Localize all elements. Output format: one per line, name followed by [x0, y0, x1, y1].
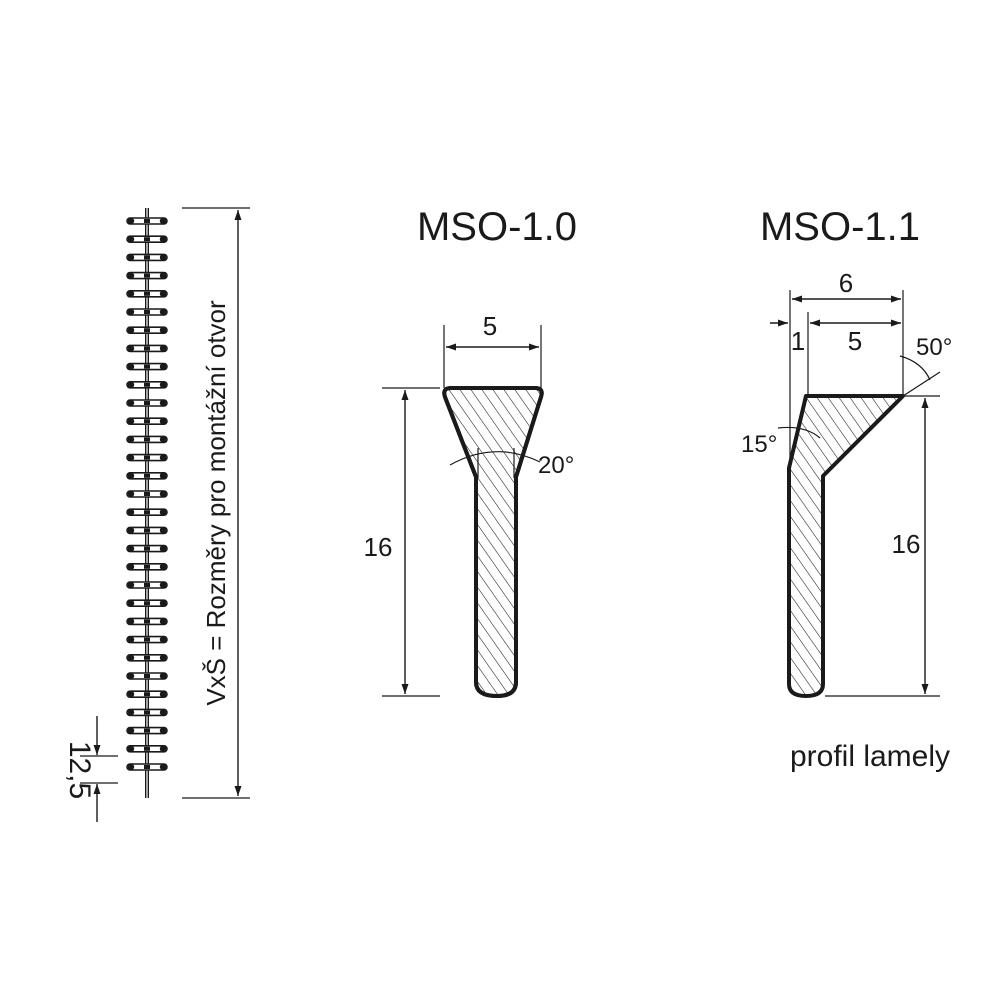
- louver-blade: [126, 271, 168, 280]
- pitch-label: 12,5: [63, 741, 96, 799]
- louver-blade: [126, 544, 168, 553]
- louver-blades: [126, 217, 168, 771]
- louver-blade: [126, 581, 168, 589]
- profile-title: MSO-1.1: [760, 205, 920, 249]
- side-angle-arc: [777, 426, 821, 439]
- louver-blade: [126, 417, 168, 426]
- louver-blade: [126, 708, 168, 717]
- louver-blade: [126, 599, 168, 608]
- profile-mso-1-1: MSO-1.1 6 1 5 50° 15° 16 profil lamely: [741, 205, 952, 773]
- top-angle-arc: [899, 355, 931, 381]
- louver-blade: [126, 326, 168, 335]
- louver-blade: [126, 399, 168, 407]
- height-label: 16: [364, 532, 393, 562]
- louver-blade: [126, 289, 168, 298]
- louver-blade: [126, 635, 168, 644]
- total-width-label: 6: [839, 268, 853, 298]
- louver-blade: [126, 508, 168, 517]
- width-label: 5: [848, 326, 862, 356]
- offset-label: 1: [791, 326, 805, 356]
- profile-title: MSO-1.0: [417, 205, 577, 249]
- louver-blade: [126, 653, 168, 662]
- louver-blade: [126, 744, 168, 753]
- louver-blade: [126, 672, 168, 680]
- width-label: 5: [483, 311, 497, 341]
- louver-blade: [126, 362, 168, 371]
- louver-blade: [126, 344, 168, 353]
- elevation-label: VxŠ = Rozměry pro montážní otvor: [201, 300, 231, 706]
- angle-arc: [449, 451, 541, 466]
- louver-blade: [126, 380, 168, 389]
- louver-blade: [126, 253, 168, 262]
- louver-blade: [126, 217, 168, 225]
- profile-mso-1-0: MSO-1.0 5 20° 16: [364, 205, 577, 698]
- louver-blade: [126, 453, 168, 462]
- louver-elevation: VxŠ = Rozměry pro montážní otvor 12,5: [63, 207, 250, 822]
- louver-blade: [126, 726, 168, 735]
- louver-blade: [126, 490, 168, 498]
- height-label: 16: [892, 529, 921, 559]
- louver-blade: [126, 235, 168, 243]
- blade-profile-outline: [787, 394, 905, 698]
- blade-profile-outline: [442, 386, 544, 698]
- louver-blade: [126, 471, 168, 480]
- louver-blade: [126, 690, 168, 699]
- top-angle-reference-line: [902, 371, 941, 397]
- louver-blade: [126, 308, 168, 316]
- louver-blade: [126, 617, 168, 626]
- side-angle-label: 15°: [741, 431, 777, 458]
- louver-blade: [126, 526, 168, 535]
- louver-blade: [126, 562, 168, 571]
- top-angle-label: 50°: [916, 334, 952, 361]
- profile-caption: profil lamely: [790, 740, 950, 773]
- blade-profile-shape: [789, 396, 903, 696]
- louver-blade: [126, 763, 168, 771]
- louver-blade: [126, 435, 168, 444]
- angle-label: 20°: [538, 452, 574, 479]
